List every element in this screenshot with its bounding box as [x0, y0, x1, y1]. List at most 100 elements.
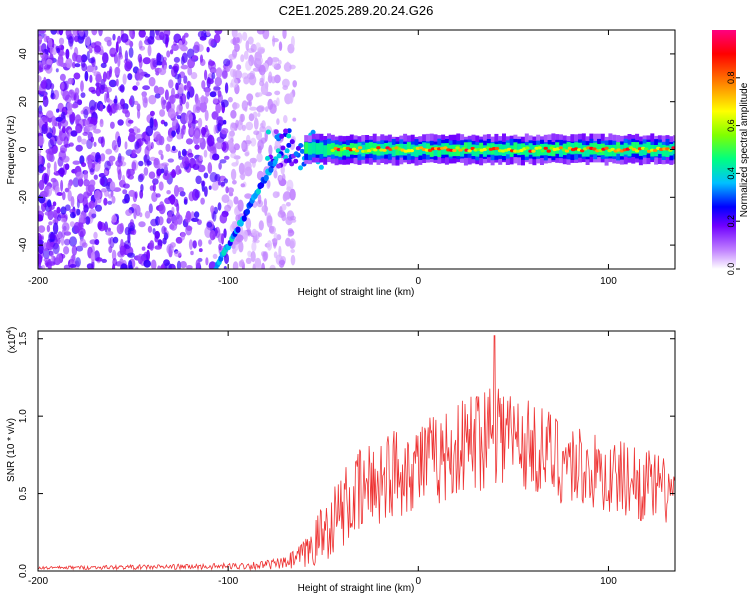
- noise-blob: [252, 111, 258, 119]
- noise-blob: [103, 169, 108, 176]
- noise-blob: [254, 260, 262, 269]
- noise-blob: [70, 196, 75, 208]
- noise-blob: [203, 172, 209, 179]
- noise-blob: [98, 158, 102, 164]
- noise-blob: [64, 94, 72, 104]
- noise-blob: [128, 128, 135, 133]
- noise-blob: [199, 54, 204, 63]
- noise-blob: [158, 204, 166, 215]
- noise-blob: [261, 251, 266, 257]
- trace-blob: [279, 133, 285, 139]
- noise-blob: [180, 231, 186, 241]
- x-tick-label: 100: [600, 576, 617, 587]
- noise-blob: [82, 131, 89, 136]
- noise-blob: [138, 173, 145, 181]
- noise-blob: [42, 115, 49, 124]
- trace-core: [443, 146, 448, 150]
- colorbar-tick-label: 0.0: [726, 263, 736, 276]
- noise-blob: [131, 161, 137, 171]
- noise-blob: [244, 151, 249, 157]
- noise-blob: [200, 180, 206, 187]
- noise-blob: [63, 246, 70, 255]
- noise-blob: [154, 93, 161, 99]
- noise-blob: [149, 117, 154, 129]
- noise-blob: [261, 205, 269, 213]
- noise-blob: [48, 221, 53, 226]
- noise-blob: [67, 181, 72, 190]
- trace-band: [368, 142, 373, 154]
- trace-band: [631, 142, 636, 154]
- noise-blob: [85, 154, 94, 165]
- noise-blob: [142, 85, 151, 91]
- noise-blob: [256, 152, 263, 163]
- noise-blob: [89, 168, 95, 173]
- trace-core: [628, 146, 634, 150]
- noise-blob: [143, 259, 151, 268]
- trace-band: [604, 145, 609, 157]
- noise-blob: [197, 239, 203, 247]
- noise-blob: [219, 159, 227, 164]
- noise-blob: [53, 161, 57, 174]
- noise-blob: [194, 144, 200, 150]
- noise-blob: [267, 56, 273, 66]
- trace-blob: [274, 134, 280, 140]
- noise-blob: [208, 38, 215, 47]
- noise-blob: [38, 225, 46, 233]
- trace-band: [524, 145, 529, 157]
- trace-band: [665, 145, 670, 157]
- noise-blob: [58, 30, 64, 36]
- noise-blob: [272, 191, 280, 199]
- noise-blob: [245, 217, 252, 230]
- trace-band: [433, 144, 438, 157]
- noise-blob: [249, 106, 258, 111]
- noise-blob: [137, 53, 143, 63]
- noise-blob: [200, 95, 205, 104]
- noise-blob: [60, 111, 66, 120]
- noise-blob: [200, 126, 207, 136]
- noise-blob: [187, 66, 193, 76]
- trace-band: [661, 144, 666, 157]
- noise-blob: [181, 148, 187, 157]
- noise-blob: [75, 257, 81, 268]
- trace-blob: [210, 271, 215, 277]
- noise-blob: [288, 92, 294, 104]
- noise-blob: [221, 141, 229, 153]
- trace-core: [351, 147, 357, 151]
- noise-blob: [50, 83, 55, 90]
- trace-band: [311, 142, 316, 154]
- noise-blob: [205, 88, 210, 97]
- noise-blob: [108, 155, 116, 162]
- noise-blob: [113, 98, 118, 104]
- trace-blob: [286, 142, 292, 148]
- trace-core: [455, 146, 460, 150]
- noise-blob: [140, 184, 144, 192]
- noise-blob: [63, 231, 72, 236]
- noise-blob: [163, 121, 168, 127]
- noise-blob: [129, 131, 136, 137]
- noise-blob: [58, 44, 64, 51]
- noise-blob: [107, 103, 111, 112]
- noise-blob: [178, 40, 183, 50]
- noise-blob: [272, 35, 276, 47]
- noise-blob: [206, 30, 211, 37]
- noise-blob: [60, 179, 64, 192]
- noise-blob: [282, 78, 290, 88]
- noise-blob: [176, 133, 183, 140]
- noise-blob: [87, 123, 95, 131]
- noise-blob: [163, 64, 167, 70]
- noise-blob: [169, 94, 176, 104]
- noise-blob: [289, 240, 295, 250]
- noise-blob: [134, 141, 140, 150]
- noise-blob: [120, 104, 125, 110]
- noise-blob: [65, 30, 72, 38]
- noise-blob: [215, 102, 222, 114]
- noise-blob: [234, 37, 240, 44]
- noise-blob: [159, 31, 165, 41]
- trace-band: [559, 145, 563, 157]
- noise-blob: [165, 34, 169, 45]
- noise-blob: [183, 84, 187, 91]
- noise-blob: [146, 160, 152, 166]
- noise-blob: [162, 237, 167, 245]
- noise-blob: [158, 216, 164, 226]
- noise-blob: [207, 162, 213, 174]
